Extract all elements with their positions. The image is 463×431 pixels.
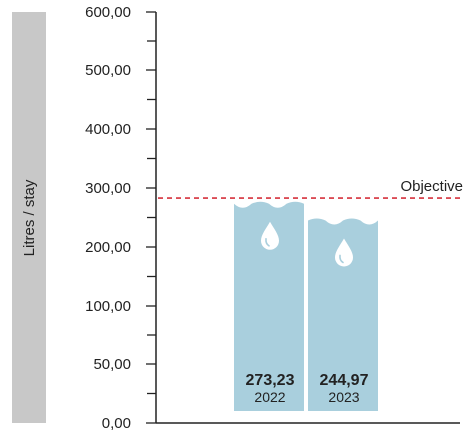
y-tick-label: 200,00 (85, 239, 131, 256)
y-tick-label: 100,00 (85, 298, 131, 315)
bar (308, 218, 378, 411)
bar-category-label: 2023 (328, 389, 359, 405)
y-tick-label: 500,00 (85, 62, 131, 79)
y-tick-label: 400,00 (85, 121, 131, 138)
objective-label: Objective (400, 178, 463, 195)
y-tick-label: 50,00 (93, 356, 131, 373)
y-tick-label: 300,00 (85, 180, 131, 197)
bar-value-label: 273,23 (246, 372, 295, 389)
y-axis-label: Litres / stay (21, 179, 38, 256)
bar-value-label: 244,97 (320, 372, 369, 389)
ylabel-band (12, 12, 46, 423)
water-drop-icon (335, 238, 353, 267)
y-tick-label: 0,00 (102, 415, 131, 431)
axis-layer: 0,00 50,00 100,00 200,00 300,00 400,00 500,00 6… (85, 4, 460, 431)
bar (234, 201, 304, 411)
bar-category-label: 2022 (254, 389, 285, 405)
water-drop-icon (261, 221, 279, 250)
y-tick-label: 600,00 (85, 4, 131, 21)
objective-layer: Objective (158, 178, 463, 199)
